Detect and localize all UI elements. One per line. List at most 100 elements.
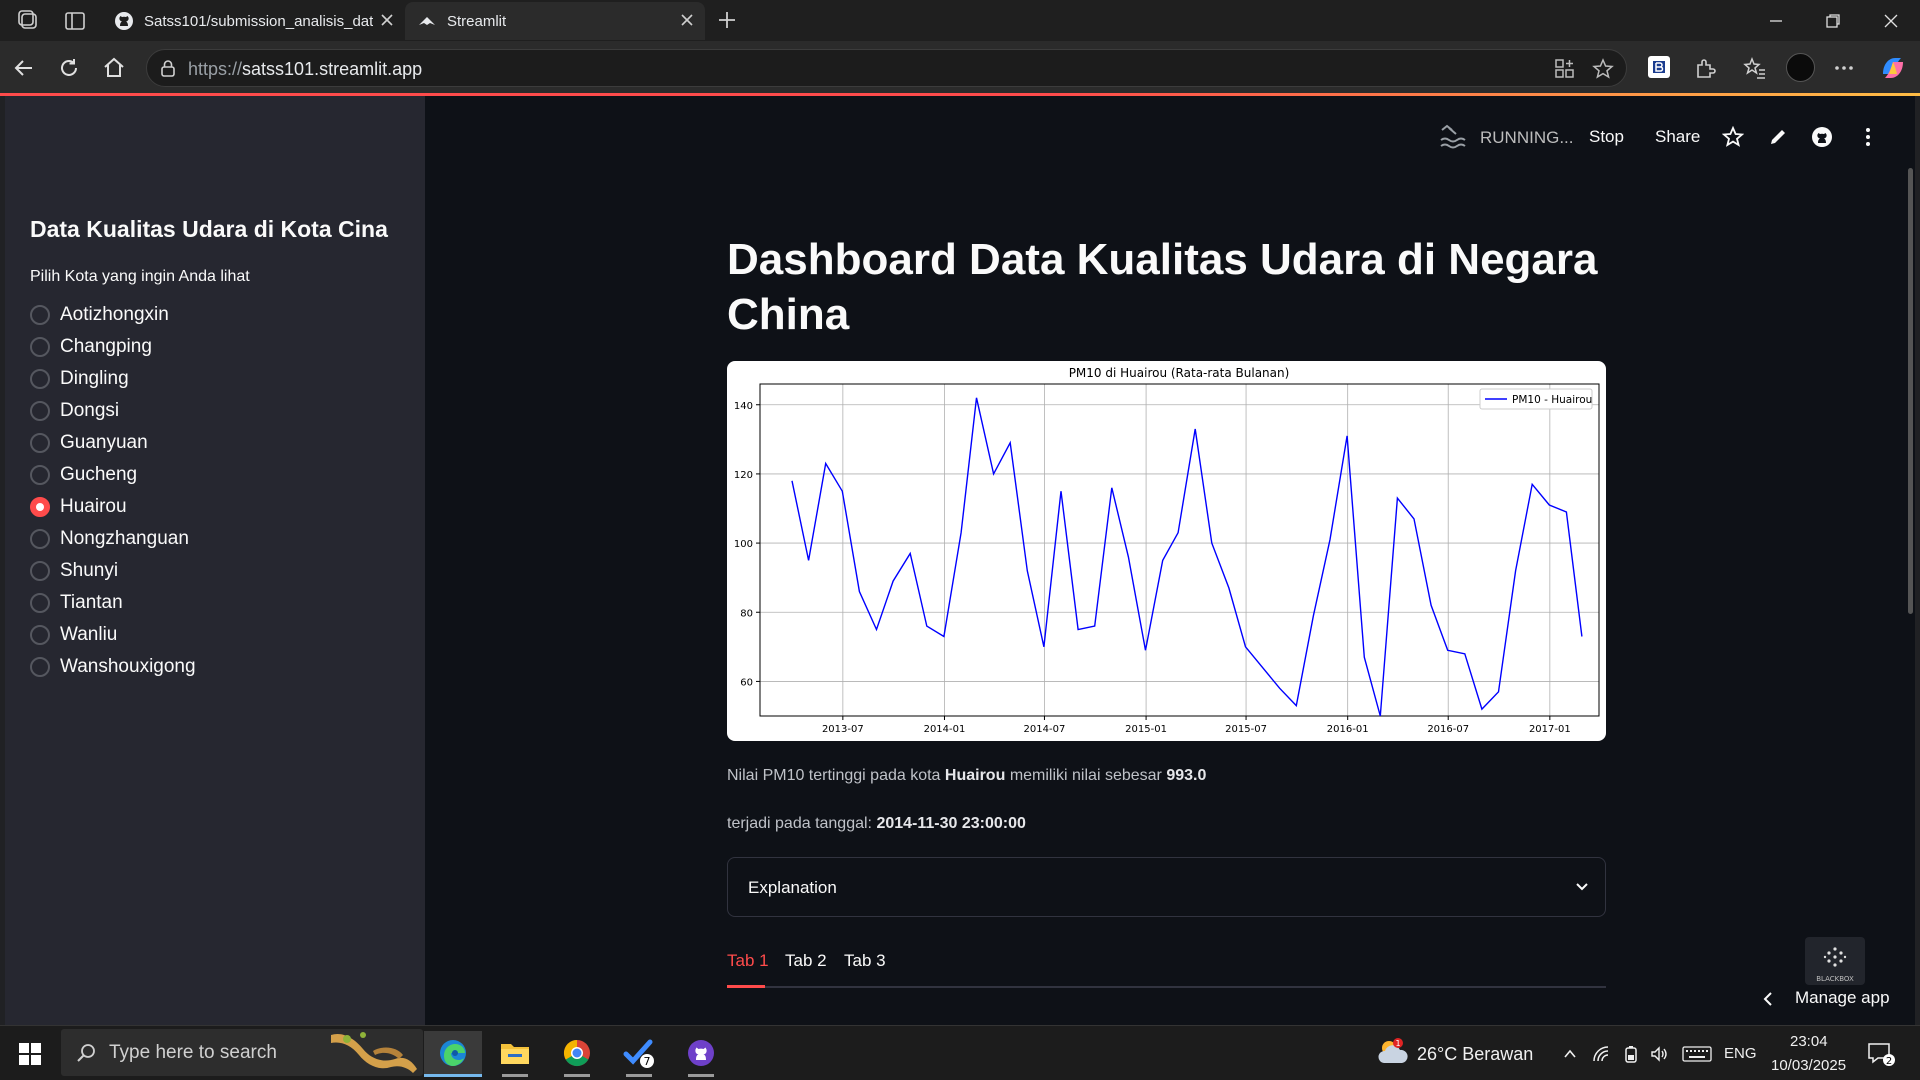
address-bar[interactable]: https://satss101.streamlit.app [146,49,1627,87]
radio-button[interactable] [30,529,50,549]
main-menu-icon[interactable] [1857,126,1879,148]
series-line-pm10-huairou [791,397,1583,717]
star-icon[interactable] [1722,126,1744,148]
app-available-icon[interactable] [1554,58,1576,80]
x-tick-label: 2015-07 [1225,724,1267,735]
manage-app-button[interactable]: Manage app [1795,988,1890,1007]
keyboard-icon[interactable] [1682,1046,1712,1062]
close-tab-icon[interactable] [679,12,695,28]
blackbox-logo[interactable]: BLACKBOX [1805,937,1865,985]
open-app-indicator [502,1074,528,1077]
chevron-left-icon[interactable] [1760,990,1776,1008]
minimize-icon[interactable] [1767,12,1785,30]
radio-button[interactable] [30,465,50,485]
city-option-label: Dongsi [60,400,120,421]
chart-title: PM10 di Huairou (Rata-rata Bulanan) [1069,366,1290,380]
windows-start-icon[interactable] [19,1043,41,1065]
scrollbar[interactable] [1908,168,1913,614]
weather-text[interactable]: 26°C Berawan [1417,1044,1534,1064]
edit-pencil-icon[interactable] [1767,126,1789,148]
radio-button[interactable] [30,561,50,581]
city-option-guanyuan[interactable]: Guanyuan [30,429,148,457]
clock-date[interactable]: 10/03/2025 [1771,1057,1847,1074]
url-text[interactable]: https://satss101.streamlit.app [188,59,423,79]
city-option-shunyi[interactable]: Shunyi [30,557,118,585]
tab-actions-icon[interactable] [64,10,86,32]
city-option-tiantan[interactable]: Tiantan [30,589,123,617]
workspaces-icon[interactable] [18,10,40,32]
more-menu-icon[interactable] [1832,56,1856,80]
radio-button-selected[interactable] [30,497,50,517]
browser-tab-streamlit[interactable]: Streamlit [405,2,705,40]
city-radio-label: Pilih Kota yang ingin Anda lihat [30,268,250,285]
battery-icon[interactable] [1622,1045,1640,1063]
wifi-icon[interactable] [1592,1045,1610,1063]
extensions-icon[interactable] [1693,56,1717,80]
favorites-icon[interactable] [1743,56,1767,80]
github-icon[interactable] [1811,126,1833,148]
city-option-aotizhongxin[interactable]: Aotizhongxin [30,301,169,329]
restore-icon[interactable] [1824,12,1842,30]
close-window-icon[interactable] [1882,12,1900,30]
taskbar-search-box[interactable]: Type here to search [61,1029,423,1076]
stop-button[interactable]: Stop [1589,127,1624,146]
city-option-dongsi[interactable]: Dongsi [30,397,119,425]
radio-button[interactable] [30,337,50,357]
pm10-chart: 60 80 100 120 140 2013-07 2014-01 2014-07 2015-0… [727,361,1606,741]
language-indicator[interactable]: ENG [1724,1045,1757,1062]
tab-1[interactable]: Tab 1 [727,951,769,970]
city-option-gucheng[interactable]: Gucheng [30,461,137,489]
lock-icon[interactable] [159,59,177,77]
chevron-down-icon[interactable] [1573,878,1591,896]
back-icon[interactable] [12,56,36,80]
city-option-dingling[interactable]: Dingling [30,365,129,393]
close-tab-icon[interactable] [379,12,395,28]
loading-accent-bar [0,93,1920,96]
tab-3[interactable]: Tab 3 [844,951,886,970]
explanation-expander[interactable]: Explanation [727,857,1606,917]
copilot-icon[interactable] [1879,54,1907,82]
y-tick-label: 140 [734,401,753,412]
taskbar-todo-icon[interactable]: 7 [610,1031,668,1075]
notification-icon[interactable]: 2 [1866,1040,1896,1068]
city-option-label: Huairou [60,496,127,517]
taskbar-edge-icon[interactable] [424,1031,482,1075]
city-option-label: Dingling [60,368,129,389]
refresh-icon[interactable] [57,56,81,80]
radio-button[interactable] [30,625,50,645]
browser-tab-github[interactable]: Satss101/submission_analisis_dat [102,2,405,40]
radio-button[interactable] [30,593,50,613]
radio-button[interactable] [30,433,50,453]
clock-time[interactable]: 23:04 [1790,1033,1828,1050]
browser-toolbar: https://satss101.streamlit.app [0,41,1920,94]
radio-button[interactable] [30,401,50,421]
city-option-huairou[interactable]: Huairou [30,493,127,521]
city-option-changping[interactable]: Changping [30,333,152,361]
legend-label: PM10 - Huairou [1512,394,1592,406]
new-tab-icon[interactable] [716,9,738,31]
profile-avatar[interactable] [1786,53,1815,82]
page-title: Dashboard Data Kualitas Udara di Negara … [727,235,1598,339]
home-icon[interactable] [102,56,126,80]
city-option-wanshouxigong[interactable]: Wanshouxigong [30,653,196,681]
radio-button[interactable] [30,369,50,389]
share-button[interactable]: Share [1655,127,1701,146]
max-pm10-date: terjadi pada tanggal: 2014-11-30 23:00:0… [727,815,1026,832]
tray-chevron-up-icon[interactable] [1562,1046,1578,1062]
weather-cloud-icon[interactable]: 1 [1376,1037,1410,1067]
taskbar-file-explorer-icon[interactable] [486,1031,544,1075]
logo-text: BLACKBOX [1816,975,1854,983]
city-option-nongzhanguan[interactable]: Nongzhanguan [30,525,189,553]
extension-b-icon[interactable] [1648,56,1670,78]
radio-button[interactable] [30,305,50,325]
city-option-wanliu[interactable]: Wanliu [30,621,117,649]
github-icon [114,11,134,31]
browser-tab-strip: Satss101/submission_analisis_dat Streaml… [0,0,1920,41]
radio-button[interactable] [30,657,50,677]
search-icon [75,1042,97,1064]
tab-2[interactable]: Tab 2 [785,951,827,970]
taskbar-chrome-icon[interactable] [548,1031,606,1075]
favorite-star-icon[interactable] [1592,58,1614,80]
taskbar-github-desktop-icon[interactable] [672,1031,730,1075]
volume-icon[interactable] [1650,1045,1668,1063]
